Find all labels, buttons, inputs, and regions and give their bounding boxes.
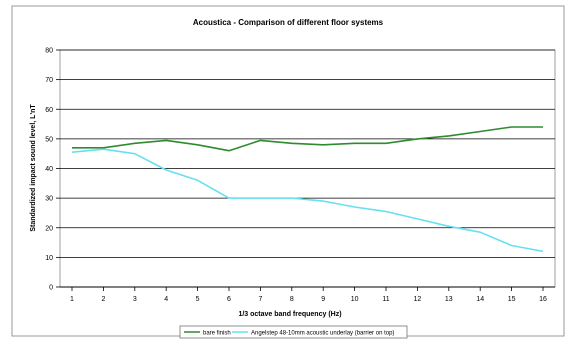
y-tick-label: 60	[45, 107, 53, 114]
x-tick-label: 7	[258, 296, 262, 303]
y-axis-ticks: 0 10 20 30 40 50 60 70 80	[45, 48, 60, 292]
series-line-angelstep	[71, 148, 544, 253]
x-tick-label: 9	[321, 296, 325, 303]
legend-box	[179, 325, 408, 339]
series-line-bare-finish	[72, 126, 543, 152]
x-tick-label: 10	[351, 296, 359, 303]
y-axis-label: Standardized impact sound level, L'nT	[30, 104, 37, 232]
y-tick-label: 20	[45, 225, 53, 232]
y-tick-label: 50	[45, 136, 53, 143]
x-tick-label: 12	[414, 296, 422, 303]
x-tick-label: 4	[164, 296, 168, 303]
x-tick-label: 2	[101, 296, 105, 303]
legend: bare finish Angelstep 48-10mm acoustic u…	[179, 325, 408, 339]
gridlines	[60, 49, 555, 258]
chart-title: Acoustica - Comparison of different floo…	[193, 18, 384, 27]
x-tick-label: 6	[227, 296, 231, 303]
x-tick-label: 14	[476, 296, 484, 303]
legend-label-angelstep: Angelstep 48-10mm acoustic underlay (bar…	[251, 331, 394, 337]
y-tick-label: 0	[49, 285, 53, 292]
series-lines	[71, 126, 544, 253]
x-axis-label: 1/3 octave band frequency (Hz)	[238, 311, 341, 318]
y-tick-label: 40	[45, 166, 53, 173]
y-tick-label: 70	[45, 77, 53, 84]
x-tick-label: 11	[382, 296, 389, 303]
x-tick-label: 16	[539, 296, 547, 303]
x-tick-label: 8	[290, 296, 294, 303]
x-axis-ticks: 1 2 3 4 5 6 7 8 9 10 11 12 13 14 15 16	[60, 286, 555, 303]
x-tick-label: 1	[70, 296, 74, 303]
x-tick-label: 3	[133, 296, 137, 303]
y-tick-label: 80	[45, 48, 53, 55]
y-tick-label: 30	[45, 196, 53, 203]
x-tick-label: 13	[445, 296, 453, 303]
x-tick-label: 15	[508, 296, 516, 303]
legend-label-bare-finish: bare finish	[203, 331, 231, 337]
y-tick-label: 10	[45, 255, 53, 262]
x-tick-label: 5	[196, 296, 200, 303]
